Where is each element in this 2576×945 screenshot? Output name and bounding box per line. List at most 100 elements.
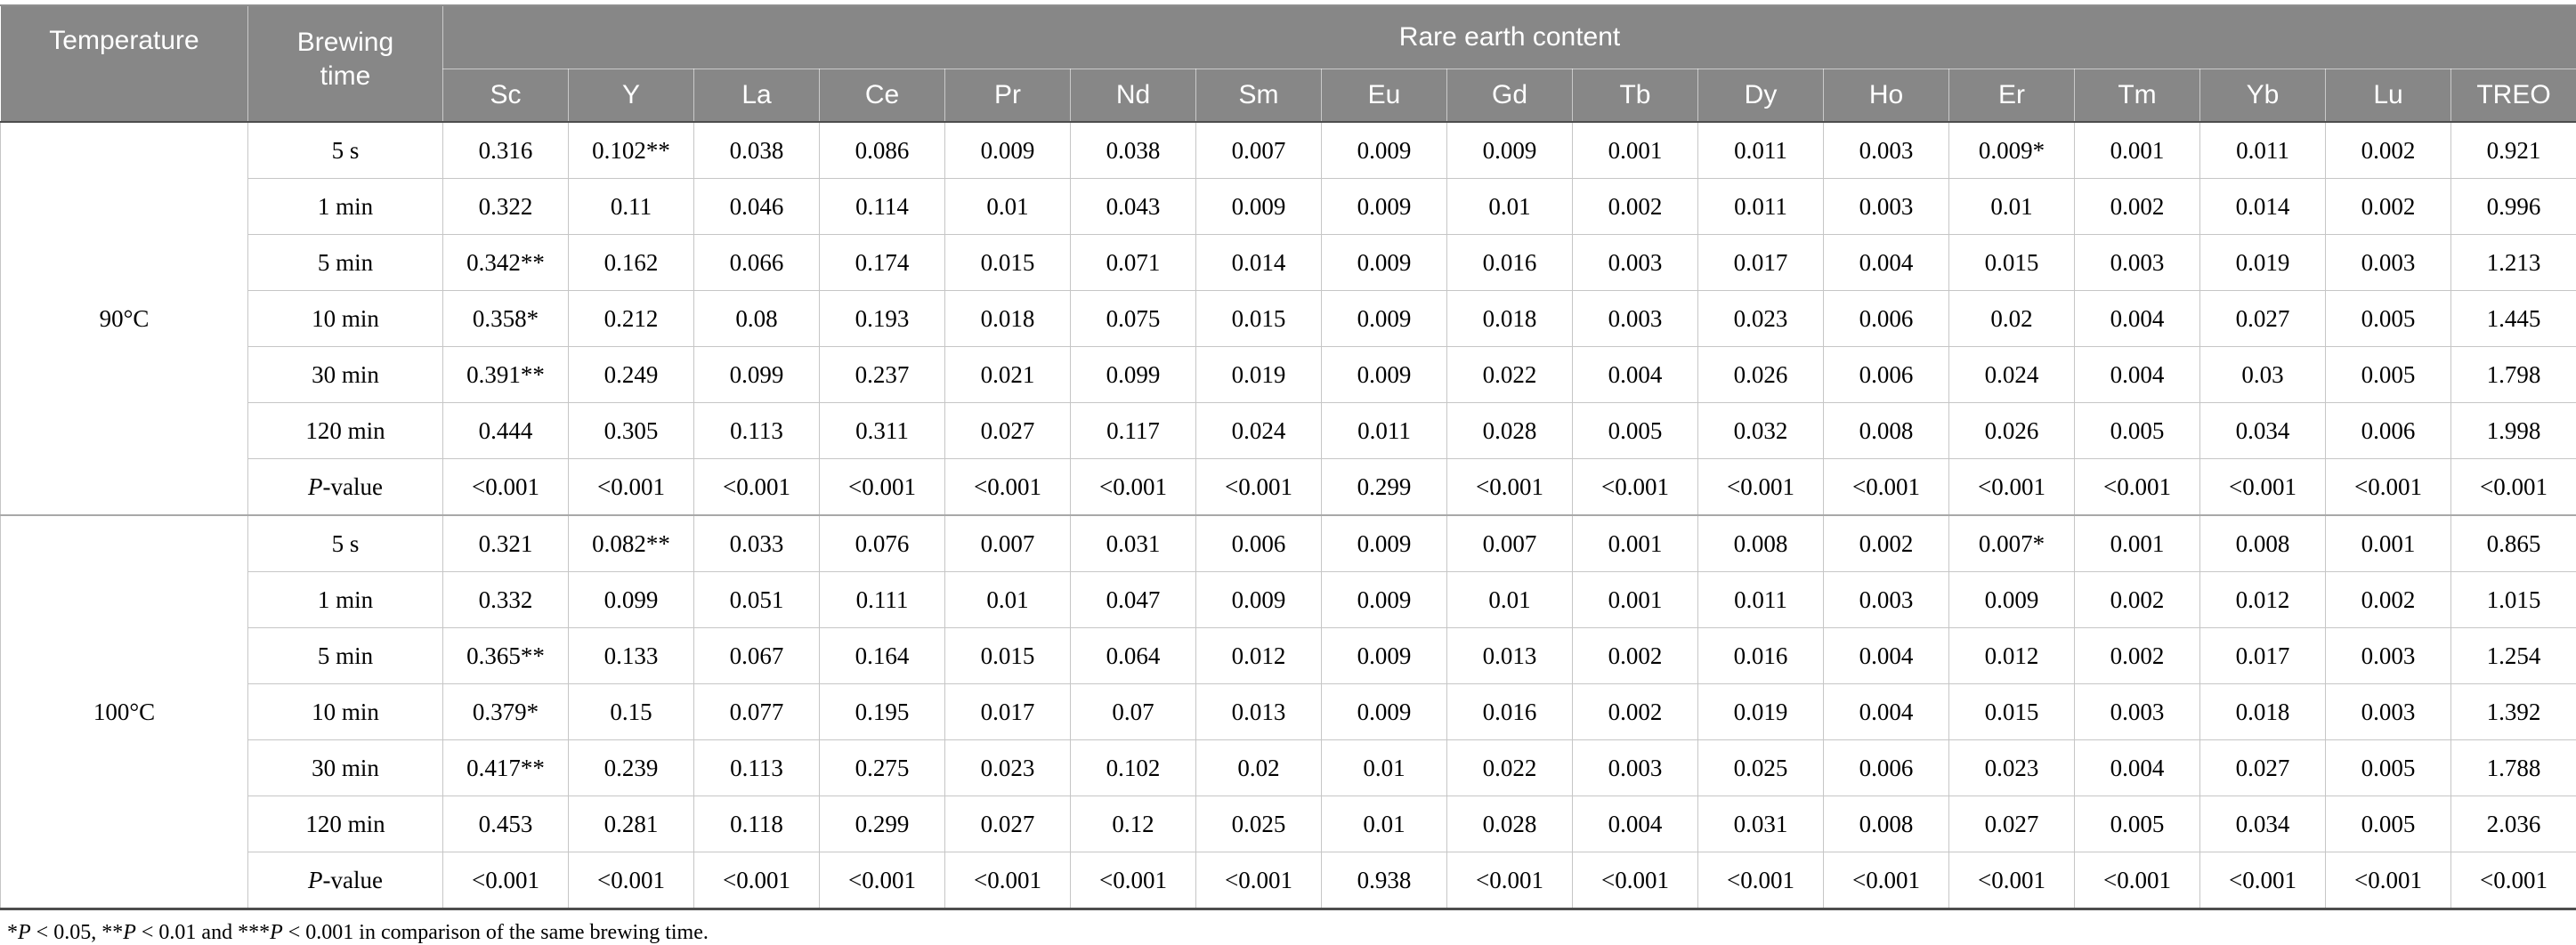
- value-cell-ho: <0.001: [1824, 459, 1949, 516]
- value-cell-la: 0.113: [694, 403, 820, 459]
- value-cell-dy: 0.017: [1698, 235, 1824, 291]
- value-cell-sc: 0.379*: [443, 684, 569, 740]
- brewing-time-cell: 10 min: [248, 291, 443, 347]
- value-cell-eu: 0.011: [1322, 403, 1447, 459]
- value-cell-tb: <0.001: [1573, 852, 1698, 909]
- value-cell-ho: 0.003: [1824, 572, 1949, 628]
- value-cell-lu: 0.002: [2326, 179, 2451, 235]
- value-cell-sc: 0.365**: [443, 628, 569, 684]
- value-cell-la: 0.033: [694, 515, 820, 572]
- value-cell-la: 0.118: [694, 796, 820, 852]
- value-cell-nd: <0.001: [1071, 852, 1196, 909]
- value-cell-dy: 0.019: [1698, 684, 1824, 740]
- value-cell-eu: 0.009: [1322, 347, 1447, 403]
- value-cell-er: 0.01: [1949, 179, 2075, 235]
- column-header-tb: Tb: [1573, 69, 1698, 123]
- value-cell-ho: 0.006: [1824, 347, 1949, 403]
- value-cell-sm: 0.014: [1196, 235, 1322, 291]
- value-cell-nd: 0.099: [1071, 347, 1196, 403]
- value-cell-tm: 0.003: [2075, 684, 2200, 740]
- value-cell-gd: 0.013: [1447, 628, 1573, 684]
- value-cell-sc: 0.316: [443, 122, 569, 179]
- brewing-time-cell: 10 min: [248, 684, 443, 740]
- value-cell-er: <0.001: [1949, 852, 2075, 909]
- value-cell-pr: 0.027: [945, 796, 1071, 852]
- value-cell-tm: 0.005: [2075, 796, 2200, 852]
- value-cell-sm: 0.012: [1196, 628, 1322, 684]
- value-cell-la: 0.099: [694, 347, 820, 403]
- value-cell-ho: 0.004: [1824, 628, 1949, 684]
- value-cell-lu: <0.001: [2326, 459, 2451, 516]
- value-cell-dy: 0.031: [1698, 796, 1824, 852]
- value-cell-y: <0.001: [569, 459, 694, 516]
- value-cell-la: <0.001: [694, 852, 820, 909]
- brewing-time-cell: 120 min: [248, 403, 443, 459]
- value-cell-y: 0.239: [569, 740, 694, 796]
- value-cell-nd: 0.064: [1071, 628, 1196, 684]
- value-cell-nd: 0.038: [1071, 122, 1196, 179]
- value-cell-sm: 0.02: [1196, 740, 1322, 796]
- value-cell-tm: <0.001: [2075, 852, 2200, 909]
- value-cell-ce: 0.299: [820, 796, 945, 852]
- value-cell-ce: 0.086: [820, 122, 945, 179]
- value-cell-gd: 0.022: [1447, 347, 1573, 403]
- value-cell-gd: <0.001: [1447, 852, 1573, 909]
- value-cell-tm: 0.003: [2075, 235, 2200, 291]
- value-cell-dy: 0.023: [1698, 291, 1824, 347]
- value-cell-y: 0.281: [569, 796, 694, 852]
- value-cell-gd: 0.028: [1447, 796, 1573, 852]
- value-cell-sc: 0.322: [443, 179, 569, 235]
- brewing-time-cell: 30 min: [248, 740, 443, 796]
- value-cell-nd: 0.071: [1071, 235, 1196, 291]
- value-cell-tm: 0.002: [2075, 572, 2200, 628]
- header-row-group: Temperature Brewing time Rare earth cont…: [1, 5, 2576, 69]
- value-cell-tb: 0.004: [1573, 347, 1698, 403]
- value-cell-pr: 0.018: [945, 291, 1071, 347]
- value-cell-tm: 0.001: [2075, 515, 2200, 572]
- value-cell-pr: 0.017: [945, 684, 1071, 740]
- value-cell-er: 0.027: [1949, 796, 2075, 852]
- value-cell-er: <0.001: [1949, 459, 2075, 516]
- value-cell-gd: 0.016: [1447, 235, 1573, 291]
- value-cell-ce: 0.174: [820, 235, 945, 291]
- value-cell-tm: 0.001: [2075, 122, 2200, 179]
- value-cell-gd: 0.009: [1447, 122, 1573, 179]
- value-cell-pr: <0.001: [945, 852, 1071, 909]
- value-cell-ce: 0.114: [820, 179, 945, 235]
- value-cell-eu: 0.009: [1322, 684, 1447, 740]
- brewing-time-cell: 30 min: [248, 347, 443, 403]
- column-header-dy: Dy: [1698, 69, 1824, 123]
- value-cell-sc: 0.444: [443, 403, 569, 459]
- value-cell-sc: 0.358*: [443, 291, 569, 347]
- value-cell-dy: <0.001: [1698, 852, 1824, 909]
- value-cell-y: 0.11: [569, 179, 694, 235]
- value-cell-treo: <0.001: [2451, 852, 2576, 909]
- value-cell-sc: 0.321: [443, 515, 569, 572]
- value-cell-dy: 0.016: [1698, 628, 1824, 684]
- value-cell-er: 0.015: [1949, 684, 2075, 740]
- value-cell-la: 0.046: [694, 179, 820, 235]
- value-cell-lu: 0.001: [2326, 515, 2451, 572]
- value-cell-tb: 0.001: [1573, 122, 1698, 179]
- value-cell-er: 0.024: [1949, 347, 2075, 403]
- value-cell-tm: 0.004: [2075, 740, 2200, 796]
- brewing-time-cell: 1 min: [248, 572, 443, 628]
- value-cell-sc: 0.342**: [443, 235, 569, 291]
- value-cell-tb: 0.003: [1573, 235, 1698, 291]
- value-cell-gd: <0.001: [1447, 459, 1573, 516]
- value-cell-sc: 0.453: [443, 796, 569, 852]
- value-cell-y: 0.212: [569, 291, 694, 347]
- value-cell-eu: 0.009: [1322, 628, 1447, 684]
- value-cell-er: 0.02: [1949, 291, 2075, 347]
- value-cell-ce: 0.076: [820, 515, 945, 572]
- value-cell-yb: 0.03: [2200, 347, 2326, 403]
- value-cell-pr: 0.007: [945, 515, 1071, 572]
- value-cell-yb: 0.012: [2200, 572, 2326, 628]
- value-cell-gd: 0.007: [1447, 515, 1573, 572]
